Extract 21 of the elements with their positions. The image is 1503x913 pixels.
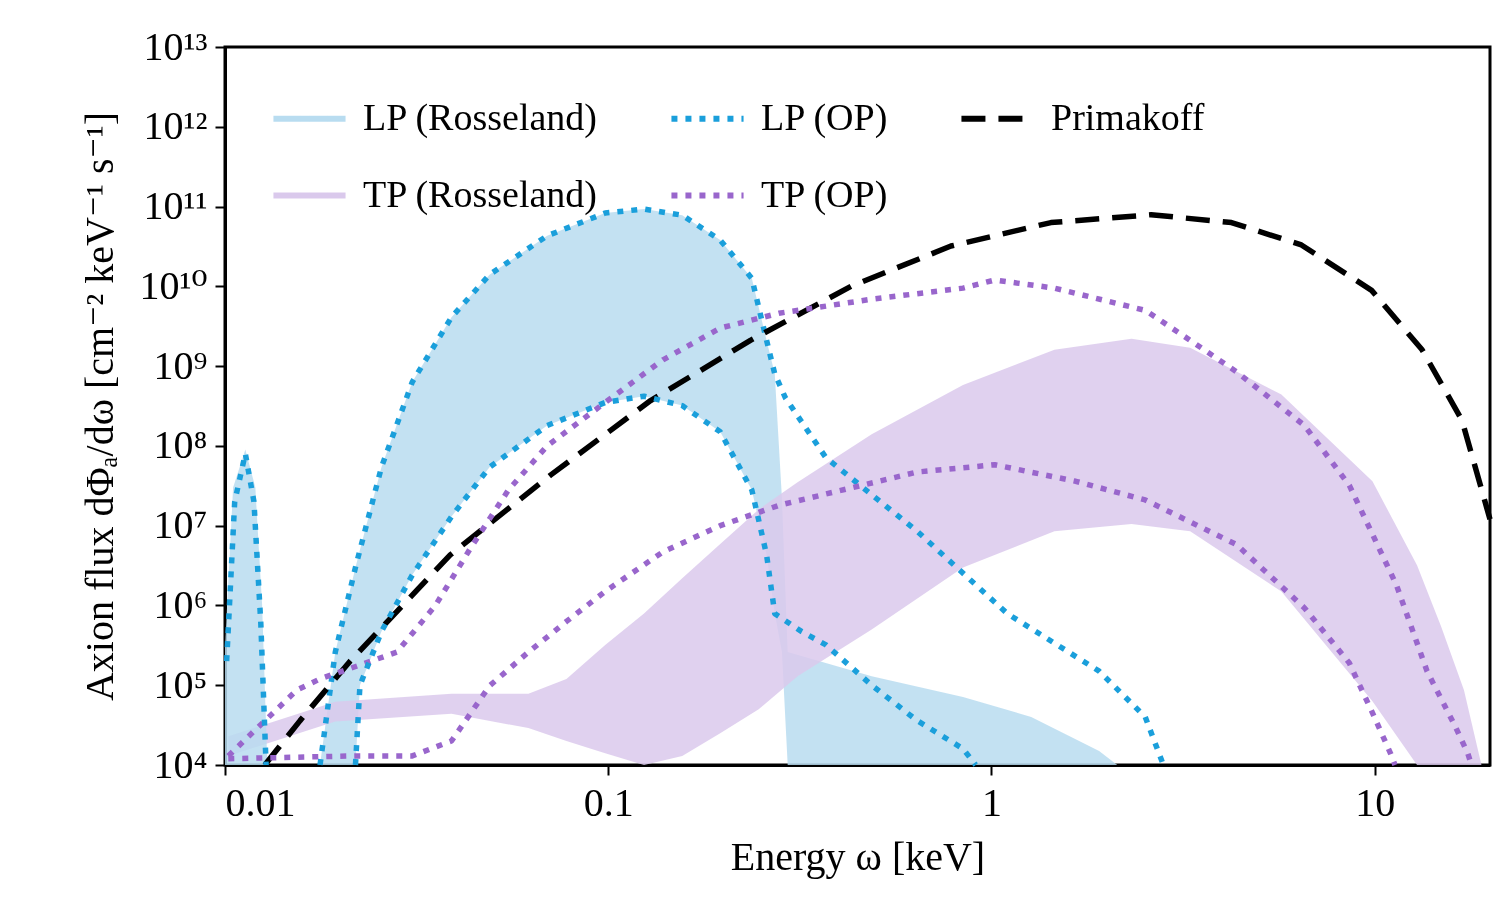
legend-label: LP (OP)	[761, 95, 888, 139]
x-axis-title: Energy ω [keV]	[730, 833, 986, 879]
y-tick-label: 10¹¹	[143, 183, 208, 229]
y-axis-title: Axion flux dΦₐ/dω [cm⁻² keV⁻¹ s⁻¹]	[77, 111, 123, 702]
legend-label: TP (Rosseland)	[363, 172, 597, 216]
x-tick-label: 10	[1355, 779, 1396, 825]
y-tick-label: 10⁷	[153, 502, 208, 548]
y-tick-label: 10¹²	[143, 103, 208, 149]
legend-label: Primakoff	[1051, 95, 1205, 138]
x-tick-label: 0.01	[225, 779, 296, 825]
y-tick-label: 10⁶	[153, 581, 208, 627]
y-tick-label: 10¹³	[143, 23, 208, 69]
y-tick-label: 10⁴	[153, 741, 208, 787]
legend-label: LP (Rosseland)	[363, 95, 597, 139]
x-tick-label: 1	[981, 779, 1002, 825]
legend-label: TP (OP)	[761, 172, 888, 216]
y-tick-label: 10⁸	[153, 422, 208, 468]
y-tick-label: 10⁵	[153, 661, 208, 707]
y-tick-label: 10¹⁰	[139, 262, 208, 308]
x-tick-label: 0.1	[583, 779, 634, 825]
y-tick-label: 10⁹	[153, 342, 208, 388]
